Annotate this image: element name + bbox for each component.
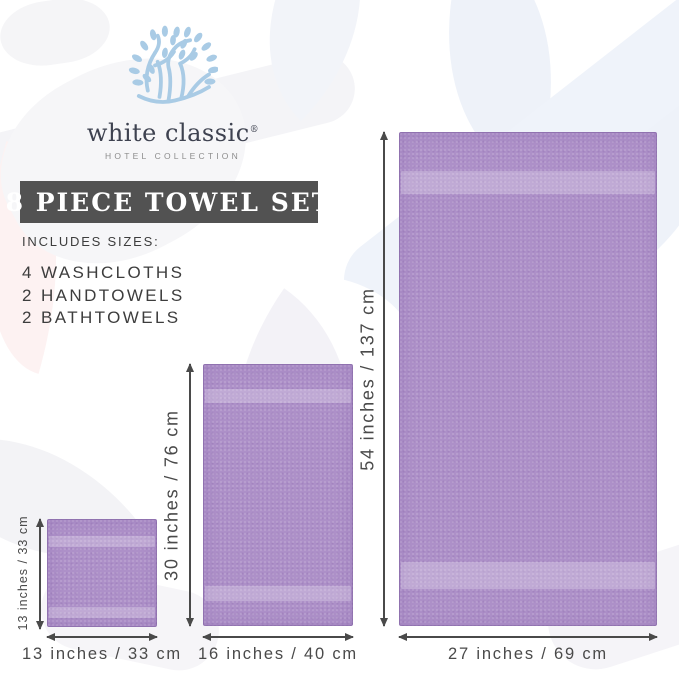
towel-border-band xyxy=(205,586,351,601)
brand-name-text: white classic xyxy=(86,119,250,147)
bath-towel-width-label: 27 inches / 69 cm xyxy=(448,645,608,663)
hand-towel-width-arrow xyxy=(203,636,353,638)
registered-trademark: ® xyxy=(249,125,260,135)
bath-towel-height-label: 54 inches / 137 cm xyxy=(357,287,378,471)
list-item-bathtowels: 2 BATHTOWELS xyxy=(22,308,181,327)
floral-branch-mandala-icon xyxy=(128,25,219,104)
hand-towel-height-label: 30 inches / 76 cm xyxy=(161,409,182,581)
hand-towel-width-label: 16 inches / 40 cm xyxy=(198,645,358,663)
hand-towel-height-arrow xyxy=(189,364,191,626)
background-leaf xyxy=(0,0,114,72)
list-item-washcloths: 4 WASHCLOTHS xyxy=(22,263,185,282)
towel-border-band xyxy=(49,607,155,618)
towel-border-band xyxy=(49,536,155,547)
towel-border-band xyxy=(205,389,351,403)
brand-logo xyxy=(128,24,219,114)
towel-border-band xyxy=(401,562,655,589)
bath-towel xyxy=(399,132,657,626)
list-item-handtowels: 2 HANDTOWELS xyxy=(22,285,185,305)
washcloth-height-arrow xyxy=(39,519,41,629)
title-banner: 8 PIECE TOWEL SET xyxy=(6,181,330,223)
washcloth-width-label: 13 inches / 33 cm xyxy=(22,645,182,663)
banner-title: 8 PIECE TOWEL SET xyxy=(5,187,333,217)
brand-name: white classic® xyxy=(48,119,298,147)
washcloth-towel xyxy=(47,519,157,627)
includes-sizes-label: INCLUDES SIZES: xyxy=(22,234,160,249)
washcloth-height-label: 13 inches / 33 cm xyxy=(16,515,30,631)
brand-tagline: HOTEL COLLECTION xyxy=(105,151,241,161)
hand-towel xyxy=(203,364,353,626)
bath-towel-width-arrow xyxy=(399,636,657,638)
bath-towel-height-arrow xyxy=(383,132,385,626)
washcloth-width-arrow xyxy=(47,636,157,638)
includes-list: 4 WASHCLOTHS 2 HANDTOWELS 2 BATHTOWELS xyxy=(22,262,185,330)
towel-border-band xyxy=(401,171,655,194)
